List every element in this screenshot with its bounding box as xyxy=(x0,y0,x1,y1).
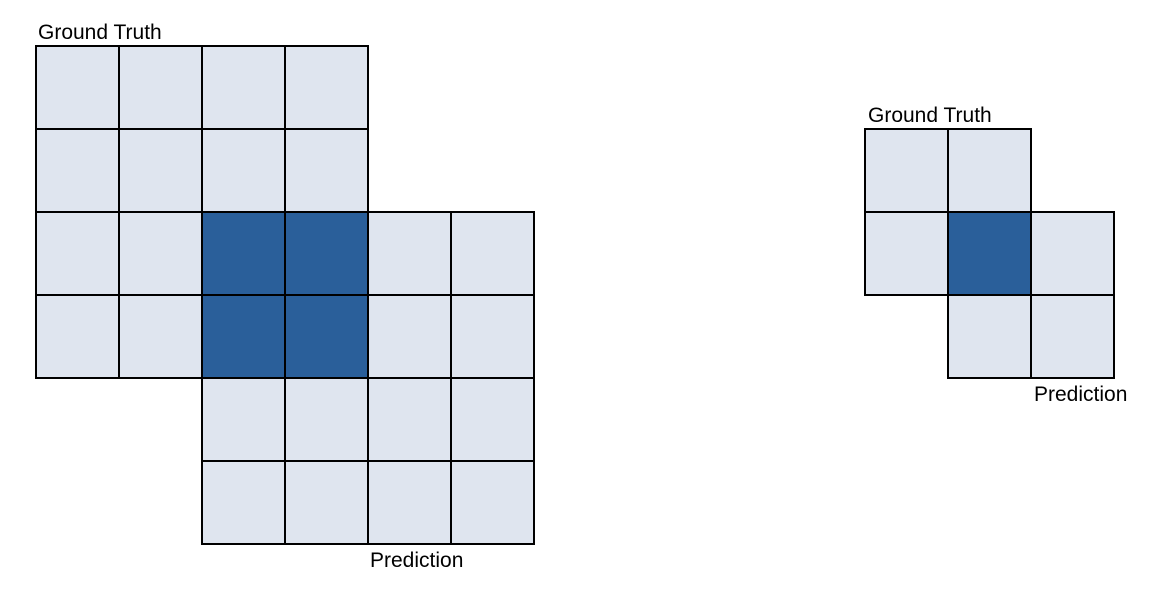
prediction-cell xyxy=(284,377,369,462)
large-prediction-label: Prediction xyxy=(370,549,463,572)
ground-truth-cell xyxy=(201,128,286,213)
prediction-cell xyxy=(201,460,286,545)
overlap-cell xyxy=(201,294,286,379)
ground-truth-cell xyxy=(864,128,949,213)
ground-truth-cell xyxy=(118,128,203,213)
small-ground-truth-label: Ground Truth xyxy=(868,104,992,127)
prediction-cell xyxy=(450,294,535,379)
ground-truth-cell xyxy=(118,211,203,296)
ground-truth-cell xyxy=(201,45,286,130)
prediction-cell xyxy=(367,294,452,379)
large-ground-truth-label: Ground Truth xyxy=(38,21,162,44)
prediction-cell xyxy=(450,211,535,296)
ground-truth-cell xyxy=(35,128,120,213)
ground-truth-cell xyxy=(35,294,120,379)
overlap-cell xyxy=(284,294,369,379)
small-overlap-grid xyxy=(864,128,1115,379)
ground-truth-cell xyxy=(284,128,369,213)
prediction-cell xyxy=(284,460,369,545)
ground-truth-cell xyxy=(947,128,1032,213)
ground-truth-cell xyxy=(118,294,203,379)
prediction-cell xyxy=(450,377,535,462)
ground-truth-cell xyxy=(284,45,369,130)
ground-truth-cell xyxy=(35,211,120,296)
prediction-cell xyxy=(450,460,535,545)
ground-truth-cell xyxy=(864,211,949,296)
prediction-cell xyxy=(367,460,452,545)
prediction-cell xyxy=(1030,294,1115,379)
prediction-cell xyxy=(201,377,286,462)
overlap-cell xyxy=(284,211,369,296)
prediction-cell xyxy=(947,294,1032,379)
prediction-cell xyxy=(367,211,452,296)
ground-truth-cell xyxy=(118,45,203,130)
small-prediction-label: Prediction xyxy=(1034,383,1127,406)
overlap-cell xyxy=(947,211,1032,296)
prediction-cell xyxy=(367,377,452,462)
overlap-cell xyxy=(201,211,286,296)
large-overlap-grid xyxy=(35,45,535,545)
ground-truth-cell xyxy=(35,45,120,130)
prediction-cell xyxy=(1030,211,1115,296)
